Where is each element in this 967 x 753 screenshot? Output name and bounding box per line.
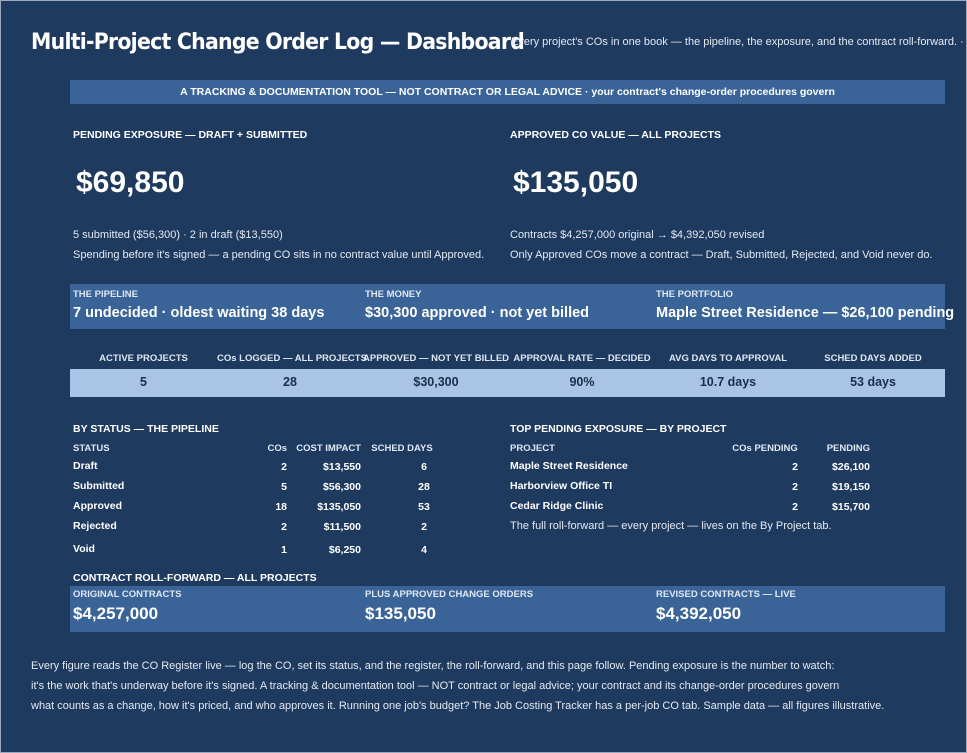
status-row-cos: 2 [281,521,287,533]
footer-line: it's the work that's underway before it'… [31,680,840,692]
kpi-label-active-projects: ACTIVE PROJECTS [99,353,188,364]
top-pending-title: TOP PENDING EXPOSURE — BY PROJECT [510,423,727,435]
original-contracts-value: $4,257,000 [73,604,159,623]
pending-row-project: Harborview Office TI [510,480,613,492]
pending-exposure-breakdown: 5 submitted ($56,300) · 2 in draft ($13,… [73,229,283,241]
kpi-label-approval-rate: APPROVAL RATE — DECIDED [513,353,651,364]
kpi-label-approved-not-billed: APPROVED — NOT YET BILLED [363,353,510,364]
revised-contracts: REVISED CONTRACTS — LIVE $4,392,050 [656,586,796,624]
page-subtitle: Every project's COs in one book — the pi… [511,36,966,48]
kpi-value-sched-days: 53 days [850,375,896,389]
kpi-label-sched-days: SCHED DAYS ADDED [824,353,922,364]
status-row-sched: 4 [421,544,427,556]
portfolio-caption: THE PORTFOLIO [656,289,734,300]
status-col-header: STATUS [73,443,110,454]
kpi-label-cos-logged: COs LOGGED — ALL PROJECTS [217,353,367,364]
revised-contracts-caption: REVISED CONTRACTS — LIVE [656,589,796,600]
page-title: Multi-Project Change Order Log — Dashboa… [31,30,525,55]
approved-contracts-note: Contracts $4,257,000 original → $4,392,0… [510,229,765,241]
project-col-header: PROJECT [510,443,555,454]
status-row-cost: $11,500 [323,521,361,533]
approved-rule-note: Only Approved COs move a contract — Draf… [510,249,933,261]
money-value: $30,300 approved · not yet billed [365,305,590,321]
portfolio-summary: THE PORTFOLIO Maple Street Residence — $… [656,284,954,321]
status-row-label: Submitted [73,480,125,492]
status-row-cos: 5 [281,481,287,493]
status-row-sched: 53 [418,501,430,513]
pending-row-amount: $15,700 [832,501,870,513]
kpi-values-band: 5 28 $30,300 90% 10.7 days 53 days [70,369,945,397]
pipeline-value: 7 undecided · oldest waiting 38 days [73,305,325,321]
footer-line: what counts as a change, how it's priced… [31,700,885,712]
portfolio-value: Maple Street Residence — $26,100 pending [656,305,955,321]
kpi-value-approved-not-billed: $30,300 [413,375,459,389]
status-row-cost: $13,550 [323,461,361,473]
kpi-headers: ACTIVE PROJECTS COs LOGGED — ALL PROJECT… [70,353,945,367]
money-caption: THE MONEY [365,289,422,300]
footer-line: Every figure reads the CO Register live … [31,660,835,672]
status-row-cost: $135,050 [317,501,361,513]
revised-contracts-value: $4,392,050 [656,604,742,623]
original-contracts: ORIGINAL CONTRACTS $4,257,000 [73,586,182,624]
pipeline-summary: THE PIPELINE 7 undecided · oldest waitin… [73,284,324,321]
pending-exposure-value: $69,850 [76,166,185,199]
sched-col-header: SCHED DAYS [371,443,433,454]
disclaimer-banner: A TRACKING & DOCUMENTATION TOOL — NOT CO… [70,80,945,104]
pipeline-caption: THE PIPELINE [73,289,138,300]
original-contracts-caption: ORIGINAL CONTRACTS [73,589,182,600]
pending-exposure-note: Spending before it's signed — a pending … [73,249,485,261]
cos-pending-col-header: COs PENDING [732,443,798,454]
top-pending-note: The full roll-forward — every project — … [510,520,832,532]
cos-col-header: COs [267,443,287,454]
approved-change-orders-caption: PLUS APPROVED CHANGE ORDERS [365,589,534,600]
cost-col-header: COST IMPACT [296,443,361,454]
status-row-cos: 1 [281,544,287,556]
kpi-value-cos-logged: 28 [283,375,297,389]
pending-exposure-label: PENDING EXPOSURE — DRAFT + SUBMITTED [73,129,308,141]
status-row-cos: 18 [275,501,287,513]
footer-notes: Every figure reads the CO Register live … [31,656,884,716]
money-summary: THE MONEY $30,300 approved · not yet bil… [365,284,589,321]
kpi-value-avg-days: 10.7 days [699,375,757,389]
pending-row-project: Cedar Ridge Clinic [510,500,604,512]
pending-row-cos: 2 [792,461,798,473]
kpi-label-avg-days: AVG DAYS TO APPROVAL [668,353,788,364]
status-row-sched: 2 [421,521,427,533]
pending-row-amount: $26,100 [832,461,870,473]
status-row-label: Void [73,543,95,555]
summary-panel: THE PIPELINE 7 undecided · oldest waitin… [70,284,954,329]
pending-row-cos: 2 [792,501,798,513]
approved-change-orders: PLUS APPROVED CHANGE ORDERS $135,050 [365,586,533,624]
pending-row-project: Maple Street Residence [510,460,628,472]
approved-value-label: APPROVED CO VALUE — ALL PROJECTS [510,129,721,141]
status-row-sched: 28 [418,481,430,493]
rollforward-title: CONTRACT ROLL-FORWARD — ALL PROJECTS [73,572,317,584]
approved-change-orders-value: $135,050 [365,604,436,623]
status-row-cos: 2 [281,461,287,473]
kpi-value-approval-rate: 90% [569,375,595,389]
kpi-value-active-projects: 5 [140,375,147,389]
rollforward-panel: ORIGINAL CONTRACTS $4,257,000 PLUS APPRO… [70,586,945,632]
status-row-label: Rejected [73,520,117,532]
pending-row-amount: $19,150 [832,481,870,493]
approved-value: $135,050 [513,166,639,199]
status-row-label: Draft [73,460,98,472]
status-row-cost: $56,300 [323,481,361,493]
status-row-cost: $6,250 [328,544,361,556]
by-status-title: BY STATUS — THE PIPELINE [73,423,219,435]
status-row-label: Approved [73,500,123,512]
pending-row-cos: 2 [792,481,798,493]
pending-col-header: PENDING [826,443,870,454]
status-row-sched: 6 [421,461,427,473]
